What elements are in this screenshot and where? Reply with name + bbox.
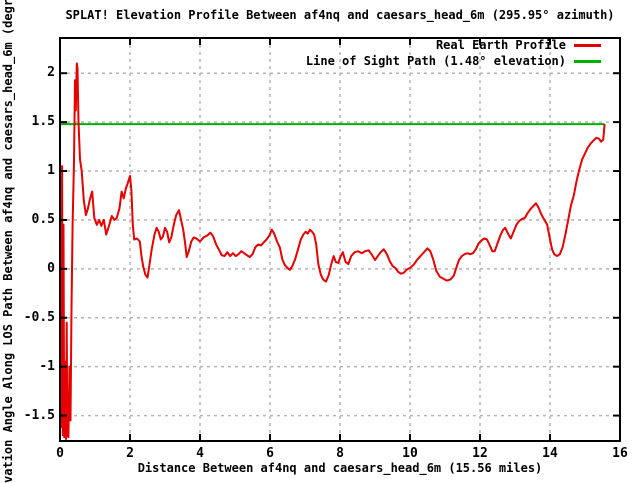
legend: Real Earth Profile Line of Sight Path (1… <box>0 37 601 69</box>
legend-item-line-of-sight: Line of Sight Path (1.48° elevation) <box>0 53 601 69</box>
y-tick-label: 1 <box>47 163 55 179</box>
y-tick-label: 1.5 <box>31 114 55 130</box>
y-tick-label: -1.5 <box>23 407 55 423</box>
x-tick-label: 12 <box>472 446 488 461</box>
y-tick-label: -0.5 <box>23 309 55 325</box>
x-tick-label: 2 <box>126 446 134 461</box>
legend-label-real-earth-profile: Real Earth Profile <box>435 38 566 52</box>
x-tick-label: 4 <box>196 446 204 461</box>
y-tick-label: 0 <box>47 260 55 276</box>
x-axis-label: Distance Between af4nq and caesars_head_… <box>137 461 543 475</box>
chart-title: SPLAT! Elevation Profile Between af4nq a… <box>65 8 615 22</box>
real-earth-profile-line <box>60 62 606 440</box>
y-tick-label: 0.5 <box>31 211 55 227</box>
legend-item-real-earth-profile: Real Earth Profile <box>0 37 601 53</box>
x-tick-label: 0 <box>56 446 64 461</box>
y-tick-label: 2 <box>47 65 55 81</box>
legend-line-sample-green <box>574 59 601 63</box>
legend-label-line-of-sight: Line of Sight Path (1.48° elevation) <box>305 54 566 68</box>
legend-line-sample-red <box>574 43 601 47</box>
x-tick-label: 10 <box>402 446 418 461</box>
x-tick-label: 16 <box>612 446 628 461</box>
x-tick-label: 8 <box>336 446 344 461</box>
plot-border <box>59 37 621 442</box>
x-tick-label: 14 <box>542 446 558 461</box>
y-tick-label: -1 <box>39 358 55 374</box>
x-tick-label: 6 <box>266 446 274 461</box>
